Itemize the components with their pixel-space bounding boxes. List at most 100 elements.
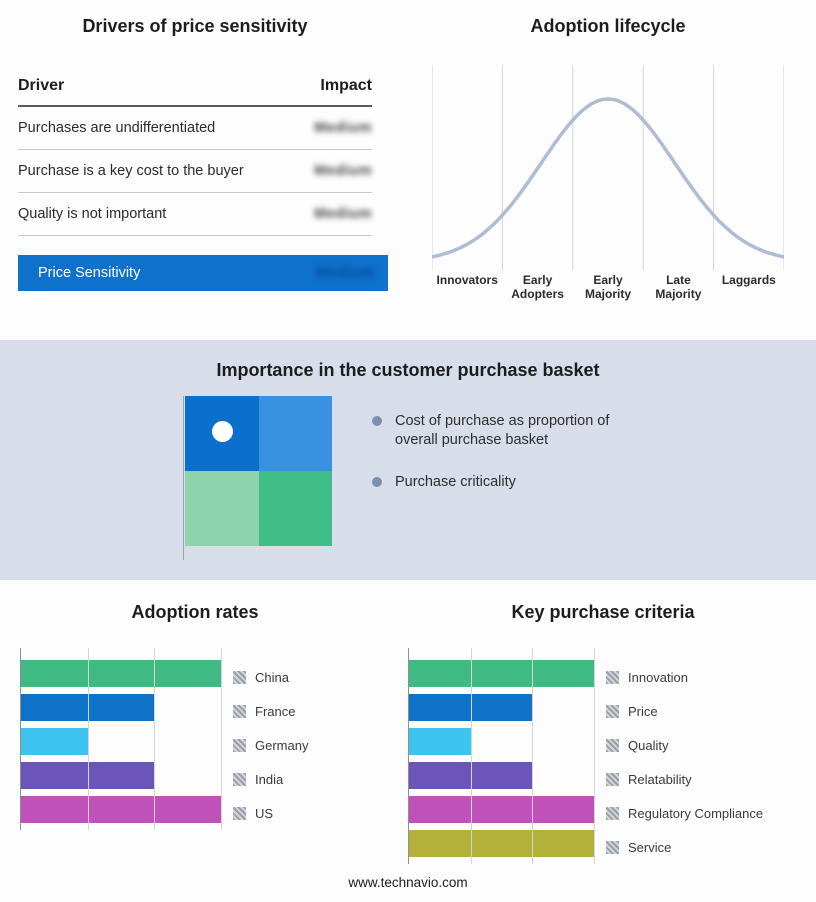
chart-body: China France Germany India US — [0, 648, 390, 830]
bullet-text: Purchase criticality — [395, 473, 516, 490]
legend-item-innovation: Innovation — [606, 660, 763, 694]
legend-label: France — [255, 703, 296, 719]
bottom-section: Adoption rates China France Germany India US… — [0, 580, 816, 871]
legend-item-regulatory-compliance: Regulatory Compliance — [606, 796, 763, 830]
legend-label: India — [255, 771, 284, 787]
drivers-table-body: Purchases are undifferentiated Medium Purc… — [18, 107, 372, 236]
legend-hatch-swatch-icon — [233, 806, 246, 820]
chart-gridline — [154, 648, 156, 830]
summary-label: Price Sensitivity — [38, 265, 141, 281]
legend-label: US — [255, 805, 274, 821]
legend-hatch-swatch-icon — [233, 772, 246, 786]
bar-row — [21, 762, 221, 789]
purchase-basket-content: Cost of purchase as proportion of overal… — [0, 396, 816, 560]
quadrant-marker-dot — [212, 421, 233, 442]
bars — [21, 648, 221, 823]
bar-row — [409, 728, 594, 755]
chart-gridline — [221, 648, 222, 830]
bar-regulatory-compliance — [409, 796, 594, 823]
lifecycle-chart: Innovators Early Adopters Early Majority La… — [432, 65, 784, 302]
legend-label: Innovation — [628, 669, 688, 685]
bars — [409, 648, 594, 857]
driver-row-0: Purchases are undifferentiated Medium — [18, 107, 372, 150]
basket-bullet-list: Cost of purchase as proportion of overal… — [372, 412, 640, 560]
legend-hatch-swatch-icon — [606, 670, 619, 684]
bar-innovation — [409, 660, 594, 687]
bar-service — [409, 830, 594, 857]
quadrant-bottom-right — [258, 471, 332, 546]
bar-row — [21, 728, 221, 755]
website-url: www.technavio.com — [0, 871, 816, 902]
quadrant-top-right — [258, 396, 332, 471]
legend-label: Quality — [628, 737, 669, 753]
bar-row — [409, 660, 594, 687]
chart-gridline — [532, 648, 534, 864]
bar-quality — [409, 728, 471, 755]
legend-item-service: Service — [606, 830, 763, 864]
adoption-rates-legend: China France Germany India US — [233, 648, 308, 830]
chart-gridline — [594, 648, 595, 864]
bar-row — [21, 660, 221, 687]
legend-item-price: Price — [606, 694, 763, 728]
bar-row — [409, 796, 594, 823]
stage-label: Laggards — [721, 273, 776, 287]
legend-item-france: France — [233, 694, 308, 728]
legend-item-india: India — [233, 762, 308, 796]
bar-us — [21, 796, 221, 823]
legend-label: Germany — [255, 737, 309, 753]
key-purchase-criteria-chart: Key purchase criteria Innovation Price Qua… — [390, 602, 816, 871]
legend-hatch-swatch-icon — [233, 738, 246, 752]
driver-row-2: Quality is not important Medium — [18, 193, 372, 236]
legend-hatch-swatch-icon — [233, 704, 246, 718]
legend-label: Regulatory Compliance — [628, 805, 764, 821]
bell-curve-chart — [432, 65, 784, 270]
legend-hatch-swatch-icon — [606, 806, 619, 820]
bar-row — [21, 694, 221, 721]
top-section: Drivers of price sensitivity Driver Impa… — [0, 0, 816, 340]
bar-row — [21, 796, 221, 823]
key-purchase-criteria-legend: Innovation Price Quality Relatability Regula… — [606, 648, 763, 864]
adoption-rates-plot — [20, 648, 222, 830]
lifecycle-panel: Adoption lifecycle Innovators Early Adopt… — [390, 0, 816, 340]
bullet-dot-icon — [372, 416, 382, 426]
drivers-title: Drivers of price sensitivity — [82, 16, 308, 36]
basket-bullet-item: Purchase criticality — [372, 473, 640, 492]
quadrant-matrix — [185, 396, 332, 546]
driver-cell: Purchase is a key cost to the buyer — [18, 163, 244, 179]
key-purchase-criteria-title: Key purchase criteria — [511, 602, 695, 622]
chart-gridline — [470, 648, 472, 864]
legend-hatch-swatch-icon — [233, 670, 246, 684]
legend-item-germany: Germany — [233, 728, 308, 762]
legend-hatch-swatch-icon — [606, 840, 619, 854]
bar-china — [21, 660, 221, 687]
purchase-basket-title: Importance in the customer purchase bask… — [216, 360, 600, 380]
impact-column-header: Impact — [320, 77, 372, 94]
legend-label: Relatability — [628, 771, 692, 787]
legend-item-china: China — [233, 660, 308, 694]
key-purchase-criteria-plot — [408, 648, 595, 864]
bell-curve-line — [432, 97, 784, 259]
stage-label: Innovators — [436, 273, 498, 287]
driver-column-header: Driver — [18, 77, 65, 94]
purchase-basket-section: Importance in the customer purchase bask… — [0, 340, 816, 580]
drivers-table-header: Driver Impact — [18, 77, 372, 107]
driver-cell: Purchases are undifferentiated — [18, 120, 216, 136]
quadrant-axis — [183, 396, 332, 560]
lifecycle-title: Adoption lifecycle — [530, 16, 686, 36]
basket-bullet-item: Cost of purchase as proportion of overal… — [372, 412, 640, 450]
stage-labels: Innovators Early Adopters Early Majority La… — [432, 270, 784, 302]
driver-cell: Quality is not important — [18, 206, 167, 222]
summary-impact-blurred: Medium — [316, 265, 374, 281]
stage-label: Late Majority — [655, 273, 702, 301]
legend-item-us: US — [233, 796, 308, 830]
legend-item-quality: Quality — [606, 728, 763, 762]
impact-value-blurred: Medium — [314, 206, 372, 222]
legend-item-relatability: Relatability — [606, 762, 763, 796]
chart-body: Innovation Price Quality Relatability Regula… — [390, 648, 816, 864]
legend-hatch-swatch-icon — [606, 772, 619, 786]
legend-hatch-swatch-icon — [606, 704, 619, 718]
driver-row-1: Purchase is a key cost to the buyer Mediu… — [18, 150, 372, 193]
bullet-text: Cost of purchase as proportion of overal… — [395, 413, 610, 448]
price-sensitivity-summary-row: Price Sensitivity Medium — [18, 255, 388, 291]
